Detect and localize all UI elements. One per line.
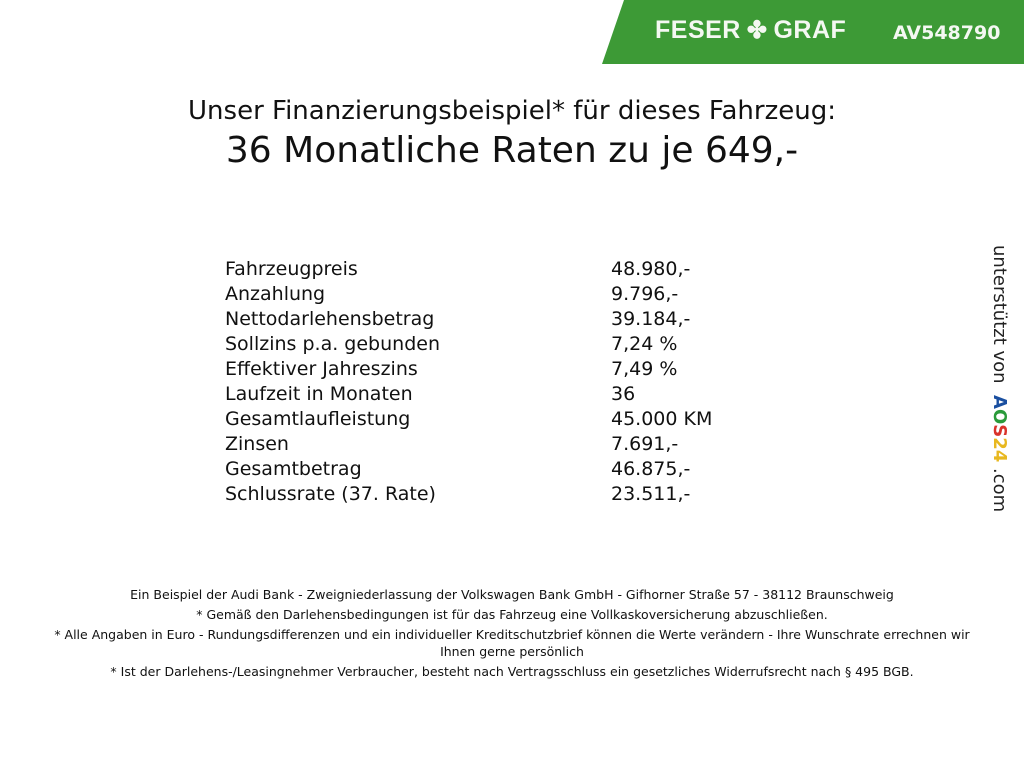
row-value: 7,24 % bbox=[611, 333, 678, 355]
row-value: 9.796,- bbox=[611, 283, 679, 305]
footer-line: * Ist der Darlehens-/Leasingnehmer Verbr… bbox=[110, 664, 914, 679]
vehicle-code: AV548790 bbox=[893, 22, 1001, 44]
supported-by: unterstützt von AOS24 .com bbox=[989, 245, 1010, 512]
logo-letter: 2 bbox=[989, 437, 1010, 450]
row-label: Sollzins p.a. gebunden bbox=[225, 333, 440, 355]
row-value: 48.980,- bbox=[611, 258, 691, 280]
supported-by-domain: .com bbox=[989, 468, 1010, 513]
table-row: Effektiver Jahreszins 7,49 % bbox=[225, 358, 745, 383]
row-label: Anzahlung bbox=[225, 283, 326, 305]
row-label: Laufzeit in Monaten bbox=[225, 383, 413, 405]
footer-line: * Alle Angaben in Euro - Rundungsdiffere… bbox=[54, 627, 970, 659]
row-label: Schlussrate (37. Rate) bbox=[225, 483, 436, 505]
row-value: 45.000 KM bbox=[611, 408, 713, 430]
row-label: Nettodarlehensbetrag bbox=[225, 308, 435, 330]
table-row: Zinsen 7.691,- bbox=[225, 433, 745, 458]
row-value: 23.511,- bbox=[611, 483, 691, 505]
row-value: 7,49 % bbox=[611, 358, 678, 380]
brand-banner bbox=[602, 0, 1024, 64]
row-label: Fahrzeugpreis bbox=[225, 258, 358, 280]
logo-letter: S bbox=[989, 424, 1010, 438]
table-row: Schlussrate (37. Rate) 23.511,- bbox=[225, 483, 745, 508]
row-label: Effektiver Jahreszins bbox=[225, 358, 418, 380]
clover-icon: ✤ bbox=[746, 16, 768, 44]
brand-right: GRAF bbox=[773, 16, 847, 44]
finance-table: Fahrzeugpreis 48.980,- Anzahlung 9.796,- N… bbox=[225, 258, 745, 508]
logo-letter: O bbox=[989, 408, 1010, 425]
table-row: Nettodarlehensbetrag 39.184,- bbox=[225, 308, 745, 333]
table-row: Anzahlung 9.796,- bbox=[225, 283, 745, 308]
supported-by-text: unterstützt von bbox=[989, 245, 1010, 384]
logo-letter: A bbox=[989, 395, 1010, 409]
table-row: Fahrzeugpreis 48.980,- bbox=[225, 258, 745, 283]
footer-line: * Gemäß den Darlehensbedingungen ist für… bbox=[196, 607, 828, 622]
aos24-logo: AOS24 bbox=[989, 389, 1010, 462]
title-line1: Unser Finanzierungsbeispiel* für dieses … bbox=[188, 96, 836, 126]
brand-left: FESER bbox=[655, 16, 741, 44]
row-value: 46.875,- bbox=[611, 458, 691, 480]
row-label: Gesamtbetrag bbox=[225, 458, 362, 480]
table-row: Gesamtlaufleistung 45.000 KM bbox=[225, 408, 745, 433]
footer-disclaimer: Ein Beispiel der Audi Bank - Zweignieder… bbox=[40, 586, 984, 683]
footer-line: Ein Beispiel der Audi Bank - Zweignieder… bbox=[130, 587, 894, 602]
row-value: 36 bbox=[611, 383, 636, 405]
table-row: Gesamtbetrag 46.875,- bbox=[225, 458, 745, 483]
table-row: Laufzeit in Monaten 36 bbox=[225, 383, 745, 408]
title-line2: 36 Monatliche Raten zu je 649,- bbox=[225, 130, 799, 171]
brand-logo: FESER ✤ GRAF bbox=[655, 16, 846, 45]
row-value: 39.184,- bbox=[611, 308, 691, 330]
row-label: Zinsen bbox=[225, 433, 289, 455]
row-value: 7.691,- bbox=[611, 433, 679, 455]
table-row: Sollzins p.a. gebunden 7,24 % bbox=[225, 333, 745, 358]
row-label: Gesamtlaufleistung bbox=[225, 408, 411, 430]
logo-letter: 4 bbox=[989, 449, 1010, 463]
